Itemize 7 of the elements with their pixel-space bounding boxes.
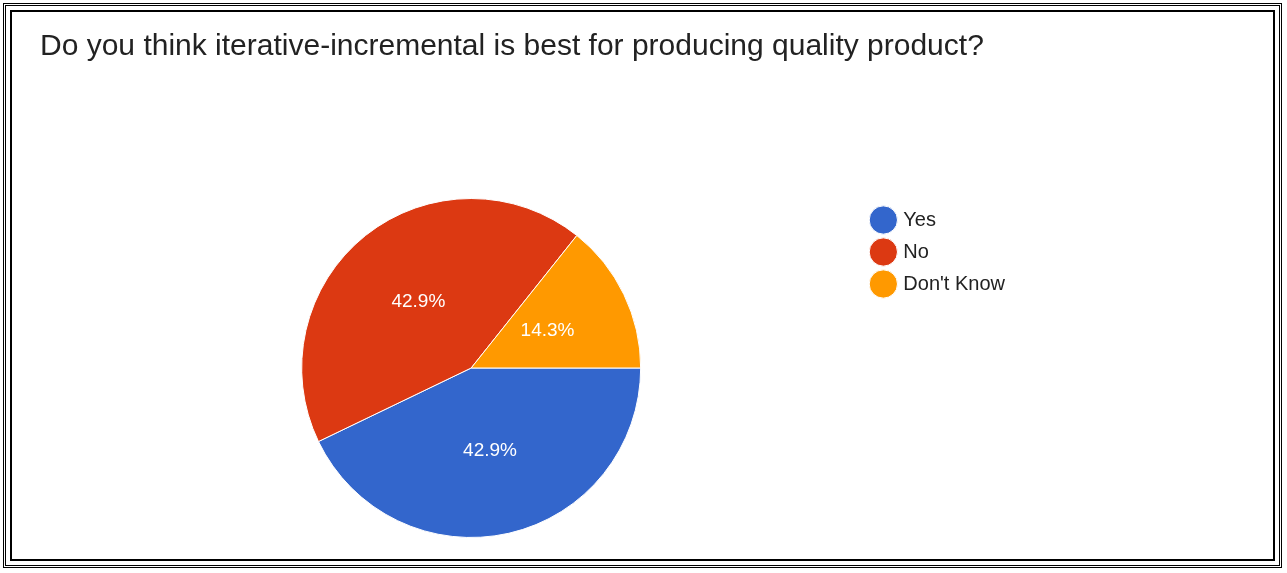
legend-label: No — [903, 239, 929, 262]
legend-label: Don't Know — [903, 271, 1006, 294]
data-label: 42.9% — [463, 438, 518, 460]
data-label: 42.9% — [391, 289, 446, 311]
legend-label: Yes — [903, 207, 936, 230]
chart-title: Do you think iterative-incremental is best for producing quality product? — [40, 28, 984, 62]
data-label: 14.3% — [520, 319, 575, 341]
